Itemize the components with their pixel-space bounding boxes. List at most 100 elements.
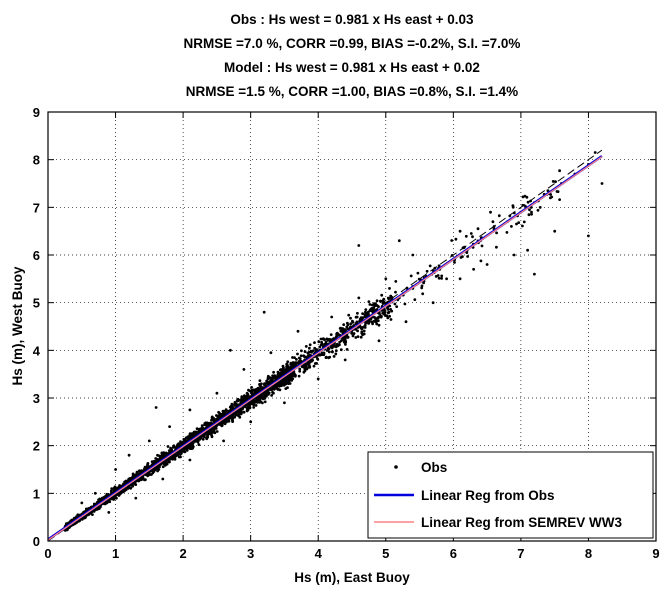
title-line-3: Model : Hs west = 0.981 x Hs east + 0.02 [224, 60, 480, 75]
obs-point [197, 428, 200, 431]
obs-point [282, 379, 285, 382]
obs-point [215, 414, 218, 417]
obs-point [550, 196, 553, 199]
obs-point [254, 390, 257, 393]
x-tick-label: 5 [382, 546, 389, 561]
obs-point [317, 378, 320, 381]
obs-point [404, 303, 407, 306]
obs-point [238, 399, 241, 402]
obs-point [345, 326, 348, 329]
obs-point [217, 411, 220, 414]
obs-point [325, 341, 328, 344]
obs-point [156, 458, 159, 461]
obs-point [435, 275, 438, 278]
obs-point [361, 317, 364, 320]
obs-point [374, 320, 377, 323]
obs-point [331, 350, 334, 353]
obs-point [296, 353, 299, 356]
obs-point [264, 400, 267, 403]
obs-point [360, 327, 363, 330]
obs-point [171, 458, 174, 461]
obs-point [128, 454, 131, 457]
obs-point [429, 265, 432, 268]
obs-point [271, 388, 274, 391]
obs-point [231, 403, 234, 406]
obs-point [395, 305, 398, 308]
obs-point [233, 404, 236, 407]
obs-point [349, 317, 352, 320]
x-tick-label: 3 [247, 546, 254, 561]
obs-point [97, 498, 100, 501]
legend-obs-reg-label: Linear Reg from Obs [421, 488, 555, 503]
y-tick-label: 4 [33, 343, 41, 358]
obs-point [432, 301, 435, 304]
obs-point [146, 474, 149, 477]
x-tick-label: 6 [450, 546, 457, 561]
x-tick-label: 7 [517, 546, 524, 561]
obs-point [553, 230, 556, 233]
x-axis-label: Hs (m), East Buoy [294, 570, 410, 585]
obs-point [356, 312, 359, 315]
obs-point [513, 212, 516, 215]
obs-point [382, 302, 385, 305]
obs-point [379, 300, 382, 303]
obs-point [364, 308, 367, 311]
obs-point [373, 302, 376, 305]
obs-point [394, 303, 397, 306]
obs-point [255, 404, 258, 407]
obs-point [113, 489, 116, 492]
obs-point [270, 394, 273, 397]
obs-point [225, 408, 228, 411]
obs-point [272, 371, 275, 374]
y-tick-label: 3 [33, 391, 40, 406]
obs-point [216, 430, 219, 433]
obs-point [144, 478, 147, 481]
obs-point [179, 440, 182, 443]
obs-point [434, 267, 437, 270]
obs-point [164, 464, 167, 467]
obs-point [470, 232, 473, 235]
obs-point [272, 376, 275, 379]
obs-point [259, 379, 262, 382]
obs-point [522, 204, 525, 207]
obs-point [346, 322, 349, 325]
obs-point [344, 359, 347, 362]
obs-point [453, 261, 456, 264]
obs-point [489, 211, 492, 214]
obs-point [93, 510, 96, 513]
obs-point [229, 349, 232, 352]
obs-point [333, 355, 336, 358]
obs-point [189, 459, 192, 462]
obs-point [331, 347, 334, 350]
obs-point [297, 330, 300, 333]
obs-point [257, 387, 260, 390]
obs-point [335, 349, 338, 352]
obs-point [202, 438, 205, 441]
obs-point [309, 343, 312, 346]
obs-point [346, 336, 349, 339]
obs-point [327, 356, 330, 359]
obs-point [256, 399, 259, 402]
obs-point [387, 297, 390, 300]
obs-point [280, 368, 283, 371]
obs-point [243, 368, 246, 371]
obs-point [342, 323, 345, 326]
obs-point [451, 254, 454, 257]
obs-point [174, 455, 177, 458]
obs-point [477, 227, 480, 230]
obs-point [260, 385, 263, 388]
obs-point [506, 231, 509, 234]
obs-point [274, 387, 277, 390]
obs-point [304, 365, 307, 368]
obs-point [167, 445, 170, 448]
obs-point [361, 333, 364, 336]
obs-point [240, 395, 243, 398]
y-tick-label: 1 [33, 486, 40, 501]
obs-point [208, 422, 211, 425]
obs-point [334, 353, 337, 356]
obs-point [526, 196, 529, 199]
obs-point [371, 322, 374, 325]
obs-point [330, 316, 333, 319]
obs-point [330, 333, 333, 336]
obs-point [186, 449, 189, 452]
